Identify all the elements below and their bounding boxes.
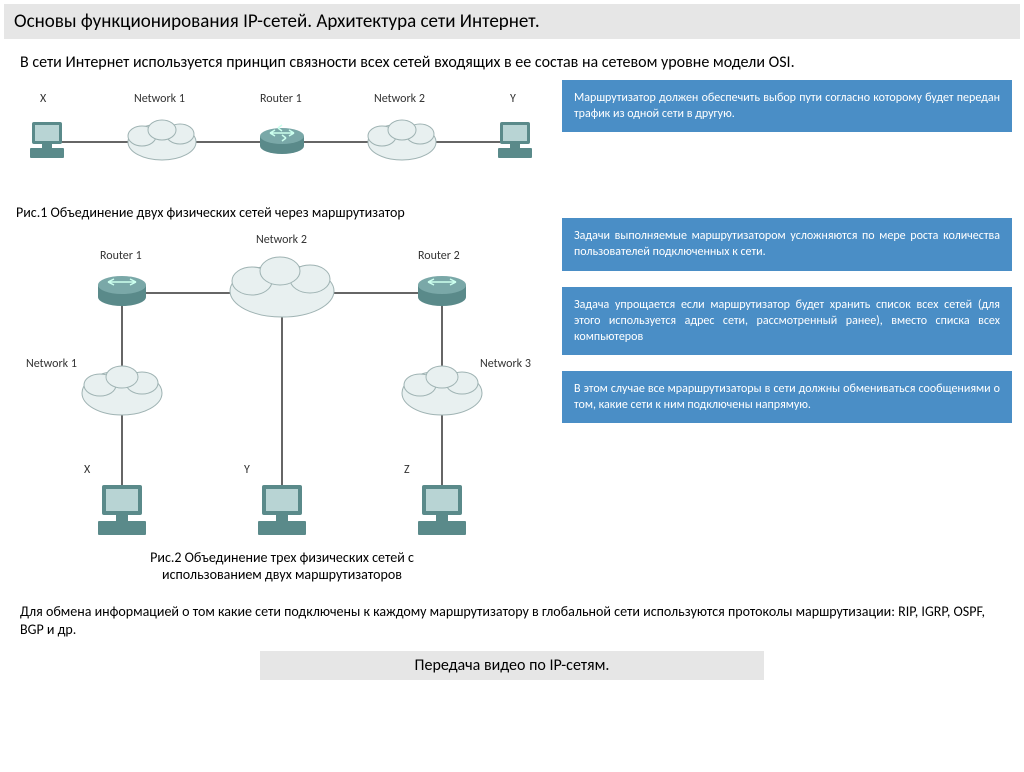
label-n3: Network 3 — [480, 357, 531, 371]
label-n1b: Network 1 — [26, 357, 77, 371]
page-title: Основы функционирования IP-сетей. Архите… — [4, 4, 1020, 39]
cloud-network-2b-icon — [230, 257, 334, 317]
pc-z-icon — [418, 485, 466, 535]
pc-y2-icon — [258, 485, 306, 535]
label-z: Z — [404, 463, 410, 477]
diagrams-column: X Network 1 Router 1 Network 2 Y Рис.1 О… — [12, 80, 552, 595]
router-1-icon — [260, 125, 304, 154]
label-n2: Network 2 — [374, 92, 425, 106]
label-r1: Router 1 — [260, 92, 302, 106]
router-2-icon — [418, 276, 466, 306]
pc-x2-icon — [98, 485, 146, 535]
pc-x-icon — [30, 122, 64, 158]
info-column: Маршрутизатор должен обеспечить выбор пу… — [552, 80, 1012, 595]
footer-text: Для обмена информацией о том какие сети … — [0, 595, 1024, 647]
label-x: X — [40, 92, 46, 106]
router-1b-icon — [98, 276, 146, 306]
info-box-3: Задача упрощается если маршрутизатор буд… — [562, 287, 1012, 356]
diagram-2: Router 1 Network 2 Router 2 Network 1 Ne… — [12, 235, 552, 595]
info-box-4: В этом случае все мраршрутизаторы в сети… — [562, 371, 1012, 423]
cloud-network-1b-icon — [82, 366, 162, 415]
diagram-1: X Network 1 Router 1 Network 2 Y — [12, 80, 552, 200]
cloud-network-1-icon — [128, 120, 196, 160]
label-n1: Network 1 — [134, 92, 185, 106]
cloud-network-3-icon — [402, 366, 482, 415]
label-r2: Router 2 — [418, 249, 460, 263]
footer-bar: Передача видео по IP-сетям. — [260, 651, 764, 680]
cloud-network-2-icon — [368, 120, 436, 160]
intro-text: В сети Интернет используется принцип свя… — [0, 43, 1024, 80]
info-box-1: Маршрутизатор должен обеспечить выбор пу… — [562, 80, 1012, 132]
main-area: X Network 1 Router 1 Network 2 Y Рис.1 О… — [0, 80, 1024, 595]
pc-y-icon — [498, 122, 532, 158]
info-box-2: Задачи выполняемые маршрутизатором услож… — [562, 218, 1012, 270]
label-n2b: Network 2 — [256, 233, 307, 247]
diagram-2-caption: Рис.2 Объединение трех физических сетей … — [102, 549, 462, 583]
diagram-2-svg — [12, 235, 552, 565]
label-y: Y — [510, 92, 516, 106]
label-r1b: Router 1 — [100, 249, 142, 263]
label-y2: Y — [244, 463, 250, 477]
diagram-1-caption: Рис.1 Объединение двух физических сетей … — [12, 204, 552, 221]
label-x2: X — [84, 463, 90, 477]
